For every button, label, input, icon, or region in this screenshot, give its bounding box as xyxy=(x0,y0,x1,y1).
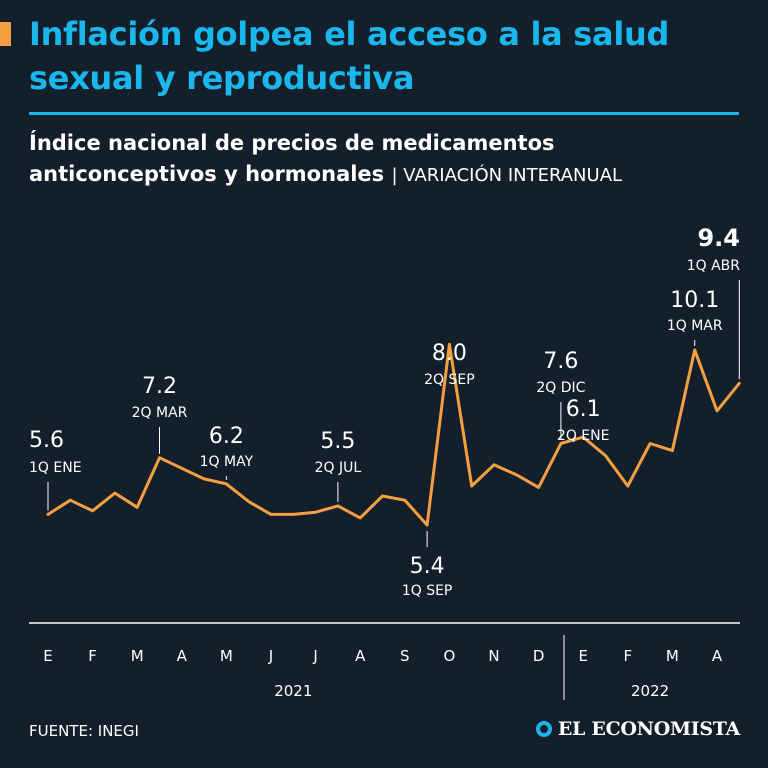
page-title: Inflación golpea el acceso a la salud se… xyxy=(29,15,670,97)
data-label-period: 1Q ABR xyxy=(687,258,741,274)
data-label-value: 7.2 xyxy=(142,374,177,399)
x-tick-label: M xyxy=(131,647,144,665)
label-layer: 5.6 1Q ENE 7.2 2Q MAR 6.2 1Q MAY 5.5 2Q JUL 5.4 1… xyxy=(29,224,740,599)
x-tick-label: D xyxy=(533,647,545,665)
x-tick-label: M xyxy=(220,647,233,665)
year-label: 2022 xyxy=(631,682,669,700)
x-tick-label: A xyxy=(712,647,723,665)
data-label-period: 1Q MAY xyxy=(200,454,254,470)
brand-name: EL ECONOMISTA xyxy=(557,718,740,740)
data-label-period: 2Q MAR xyxy=(132,405,188,421)
x-tick-label: A xyxy=(355,647,366,665)
brand-logo: EL ECONOMISTA xyxy=(535,718,740,740)
data-label-period: 2Q DIC xyxy=(536,380,585,396)
logo-icon xyxy=(535,721,552,737)
x-tick-label: J xyxy=(268,647,273,665)
data-label-value: 6.1 xyxy=(566,397,601,422)
subtitle-unit: VARIACIÓN INTERANUAL xyxy=(403,165,623,186)
data-label-value: 6.2 xyxy=(209,424,244,449)
x-tick-label: F xyxy=(623,647,632,665)
x-tick-label: N xyxy=(488,647,499,665)
data-label-value: 5.6 xyxy=(29,428,64,453)
x-tick-label: O xyxy=(443,647,455,665)
data-label-value: 10.1 xyxy=(670,288,719,313)
year-label: 2021 xyxy=(274,682,312,700)
data-label-period: 1Q MAR xyxy=(667,318,723,334)
series-line xyxy=(46,342,741,527)
data-label-period: 2Q JUL xyxy=(315,460,362,476)
data-label-period: 2Q SEP xyxy=(424,372,475,388)
data-label-value: 7.6 xyxy=(543,349,578,374)
x-tick-label: E xyxy=(578,647,587,665)
data-label-value: 9.4 xyxy=(697,224,740,252)
x-tick-label: F xyxy=(88,647,97,665)
subtitle-separator: | xyxy=(391,165,404,186)
annotation-layer xyxy=(47,280,740,547)
subtitle-main: Índice nacional de precios de medicament… xyxy=(29,131,555,186)
data-label-period: 2Q ENE xyxy=(557,428,610,444)
title-divider xyxy=(29,112,739,115)
x-tick-label: A xyxy=(177,647,188,665)
x-tick-label: J xyxy=(312,647,317,665)
axis-layer: E F M A M J J A S O N D E F M A 2021 2022 xyxy=(29,622,740,700)
accent-bar xyxy=(0,22,11,46)
data-label-value: 5.5 xyxy=(320,429,355,454)
data-label-period: 1Q SEP xyxy=(402,583,453,599)
line-layer xyxy=(46,342,741,527)
chart-subtitle: Índice nacional de precios de medicament… xyxy=(29,128,749,191)
source-note: FUENTE: INEGI xyxy=(29,722,139,740)
x-tick-label: M xyxy=(666,647,679,665)
data-label-value: 5.4 xyxy=(410,554,445,579)
x-tick-label: S xyxy=(400,647,410,665)
data-label-value: 8.0 xyxy=(432,341,467,366)
data-label-period: 1Q ENE xyxy=(29,460,82,476)
x-tick-label: E xyxy=(43,647,52,665)
